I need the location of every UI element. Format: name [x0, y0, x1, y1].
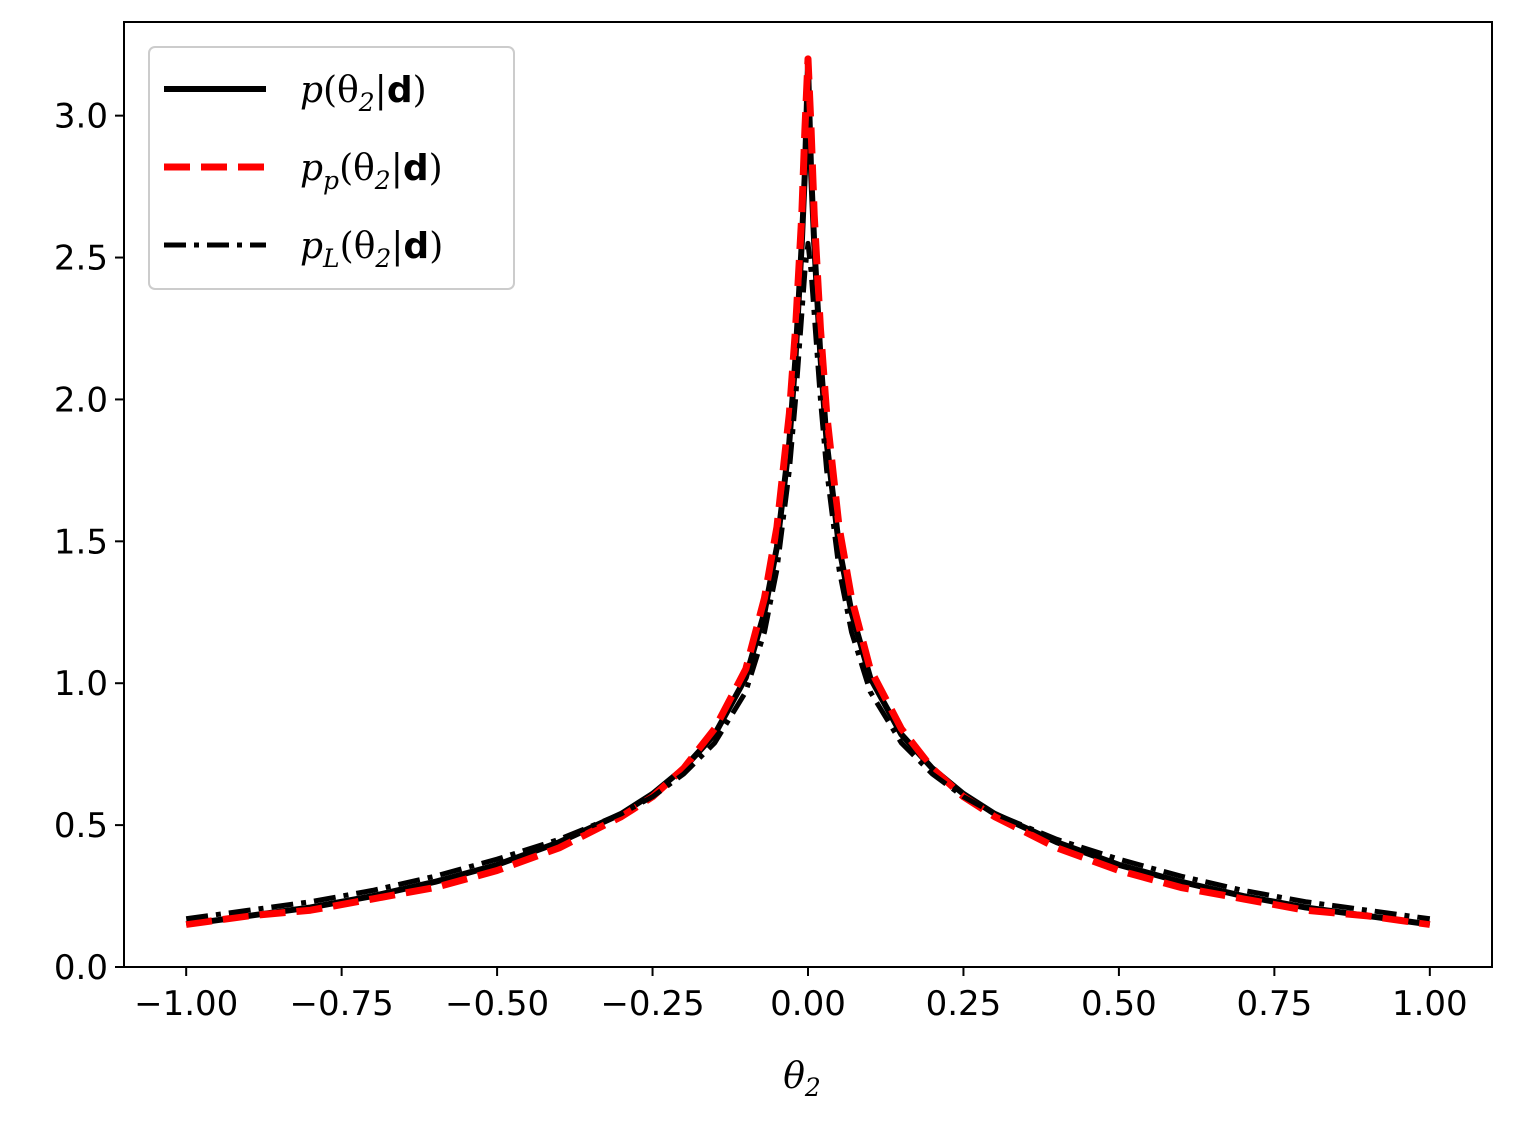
series-line-dashed — [185, 55, 1431, 928]
y-axis-ticks: 0.0 0.5 1.0 1.5 2.0 2.5 3.0 — [54, 97, 124, 988]
y-tick-label: 3.0 — [54, 97, 108, 137]
y-tick-label: 2.5 — [54, 239, 108, 279]
y-tick-label: 1.5 — [54, 522, 108, 562]
x-tick-label: 0.50 — [1081, 984, 1157, 1024]
legend-box — [148, 46, 515, 290]
y-tick-label: 2.0 — [54, 380, 108, 420]
x-axis-ticks: −1.00 −0.75 −0.50 −0.25 0.00 0.25 0.50 0.75 1.00 — [134, 967, 1468, 1024]
x-tick-label: −0.25 — [600, 984, 704, 1024]
y-tick-label: 1.0 — [54, 664, 108, 704]
x-tick-label: 1.00 — [1392, 984, 1468, 1024]
legend-entry-label: pL(θ2|d) — [300, 226, 443, 273]
y-tick-label: 0.0 — [54, 948, 108, 988]
x-tick-label: −0.75 — [290, 984, 394, 1024]
series-layer — [185, 55, 1431, 928]
x-tick-label: 0.25 — [926, 984, 1002, 1024]
legend-entry-label: p(θ2|d) — [300, 70, 427, 117]
legend: p(θ2|d) pp(θ2|d) pL(θ2|d) — [148, 46, 515, 290]
legend-entry-label: pp(θ2|d) — [300, 148, 443, 195]
x-tick-label: 0.00 — [770, 984, 846, 1024]
x-tick-label: −0.50 — [445, 984, 549, 1024]
x-axis-label: θ2 — [783, 1056, 821, 1102]
series-line-dashdot — [185, 240, 1431, 922]
y-tick-label: 0.5 — [54, 806, 108, 846]
x-tick-label: −1.00 — [134, 984, 238, 1024]
x-tick-label: 0.75 — [1237, 984, 1313, 1024]
